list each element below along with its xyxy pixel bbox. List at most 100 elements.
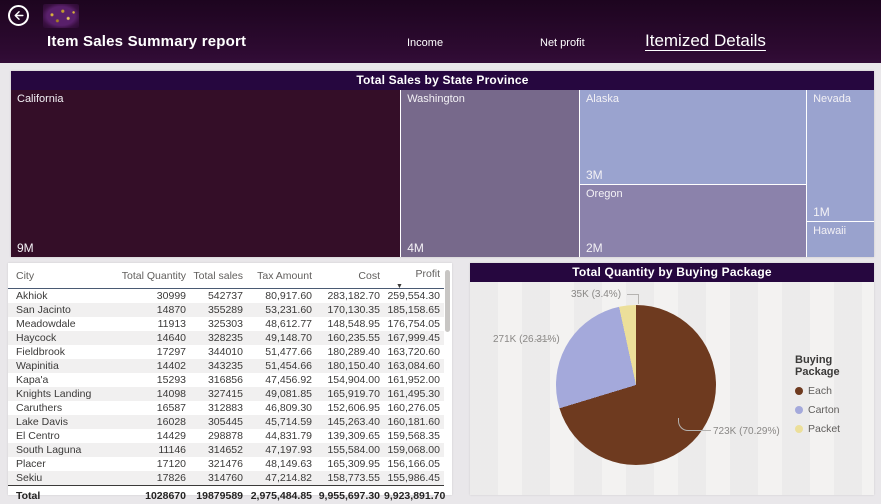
nav-tab-itemized-details[interactable]: Itemized Details xyxy=(645,31,766,51)
value-cell: 14098 xyxy=(108,387,190,401)
page-title: Item Sales Summary report xyxy=(47,33,246,50)
value-cell: 14429 xyxy=(108,429,190,443)
treemap-node-label: Oregon xyxy=(586,188,623,200)
value-cell: 11913 xyxy=(108,317,190,331)
app-header: Item Sales Summary report Income Net pro… xyxy=(0,0,881,63)
table-header-row: City Total Quantity Total sales Tax Amou… xyxy=(8,263,444,289)
value-cell: 165,919.70 xyxy=(316,387,384,401)
value-cell: 327415 xyxy=(190,387,247,401)
table-scrollbar[interactable] xyxy=(444,267,451,491)
value-cell: 46,809.30 xyxy=(247,401,316,415)
value-cell: 47,197.93 xyxy=(247,443,316,457)
treemap-title: Total Sales by State Province xyxy=(11,71,874,90)
value-cell: 314652 xyxy=(190,443,247,457)
value-cell: 312883 xyxy=(190,401,247,415)
scrollbar-thumb[interactable] xyxy=(445,270,450,332)
value-cell: 316856 xyxy=(190,373,247,387)
col-header-profit[interactable]: Profit ▼ xyxy=(384,263,444,289)
value-cell: 16587 xyxy=(108,401,190,415)
col-header-profit-label: Profit xyxy=(415,268,440,280)
city-cell: El Centro xyxy=(8,429,108,443)
legend-title: Buying Package xyxy=(795,354,874,378)
value-cell: 51,477.66 xyxy=(247,345,316,359)
value-cell: 170,130.35 xyxy=(316,303,384,317)
value-cell: 15293 xyxy=(108,373,190,387)
legend-items: Each Carton Packet xyxy=(795,385,874,435)
pie-chart[interactable] xyxy=(556,305,716,465)
value-cell: 283,182.70 xyxy=(316,289,384,304)
value-cell: 155,986.45 xyxy=(384,471,444,486)
treemap: California 9M Washington 4M Alaska 3M Or… xyxy=(11,90,874,257)
col-header-total-quantity[interactable]: Total Quantity xyxy=(108,263,190,289)
treemap-node-hawaii[interactable]: Hawaii xyxy=(807,222,874,257)
value-cell: 160,276.05 xyxy=(384,401,444,415)
value-cell: 17297 xyxy=(108,345,190,359)
value-cell: 180,289.40 xyxy=(316,345,384,359)
treemap-node-label: Nevada xyxy=(813,93,851,105)
value-cell: 47,214.82 xyxy=(247,471,316,486)
legend-item-carton[interactable]: Carton xyxy=(795,404,874,416)
city-cell: Kapa'a xyxy=(8,373,108,387)
value-cell: 47,456.92 xyxy=(247,373,316,387)
treemap-node-california[interactable]: California 9M xyxy=(11,90,400,257)
city-cell: South Laguna xyxy=(8,443,108,457)
treemap-node-value: 3M xyxy=(586,168,603,182)
city-cell: Lake Davis xyxy=(8,415,108,429)
value-cell: 139,309.65 xyxy=(316,429,384,443)
col-header-total-sales[interactable]: Total sales xyxy=(190,263,247,289)
value-cell: 158,773.55 xyxy=(316,471,384,486)
treemap-node-oregon[interactable]: Oregon 2M xyxy=(580,185,806,257)
legend-item-each[interactable]: Each xyxy=(795,385,874,397)
treemap-node-washington[interactable]: Washington 4M xyxy=(401,90,579,257)
value-cell: 343235 xyxy=(190,359,247,373)
pie-label-packet: 35K (3.4%) xyxy=(571,289,621,300)
value-cell: 48,149.63 xyxy=(247,457,316,471)
col-header-cost[interactable]: Cost xyxy=(316,263,384,289)
treemap-node-label: Alaska xyxy=(586,93,619,105)
value-cell: 49,148.70 xyxy=(247,331,316,345)
treemap-visual: Total Sales by State Province California… xyxy=(11,71,874,257)
nav-tab-income[interactable]: Income xyxy=(407,37,443,49)
value-cell: 167,999.45 xyxy=(384,331,444,345)
back-button[interactable] xyxy=(8,5,29,26)
value-cell: 48,612.77 xyxy=(247,317,316,331)
col-header-tax-amount[interactable]: Tax Amount xyxy=(247,263,316,289)
value-cell: 49,081.85 xyxy=(247,387,316,401)
value-cell: 305445 xyxy=(190,415,247,429)
col-header-city[interactable]: City xyxy=(8,263,108,289)
report-canvas: Total Sales by State Province California… xyxy=(0,63,881,495)
city-cell: Haycock xyxy=(8,331,108,345)
treemap-node-label: Hawaii xyxy=(813,225,846,237)
treemap-node-nevada[interactable]: Nevada 1M xyxy=(807,90,874,221)
pie-legend: Buying Package Each Carton Packet xyxy=(795,354,874,442)
treemap-column: Nevada 1M Hawaii xyxy=(807,90,874,257)
city-cell: Caruthers xyxy=(8,401,108,415)
city-cell: Meadowdale xyxy=(8,317,108,331)
value-cell: 45,714.59 xyxy=(247,415,316,429)
value-cell: 161,952.00 xyxy=(384,373,444,387)
value-cell: 176,754.05 xyxy=(384,317,444,331)
value-cell: 44,831.79 xyxy=(247,429,316,443)
value-cell: 355289 xyxy=(190,303,247,317)
nav-tab-net-profit[interactable]: Net profit xyxy=(540,37,585,49)
value-cell: 154,904.00 xyxy=(316,373,384,387)
legend-item-packet[interactable]: Packet xyxy=(795,423,874,435)
value-cell: 160,181.60 xyxy=(384,415,444,429)
arrow-left-icon xyxy=(12,9,25,22)
treemap-node-alaska[interactable]: Alaska 3M xyxy=(580,90,806,184)
value-cell: 11146 xyxy=(108,443,190,457)
